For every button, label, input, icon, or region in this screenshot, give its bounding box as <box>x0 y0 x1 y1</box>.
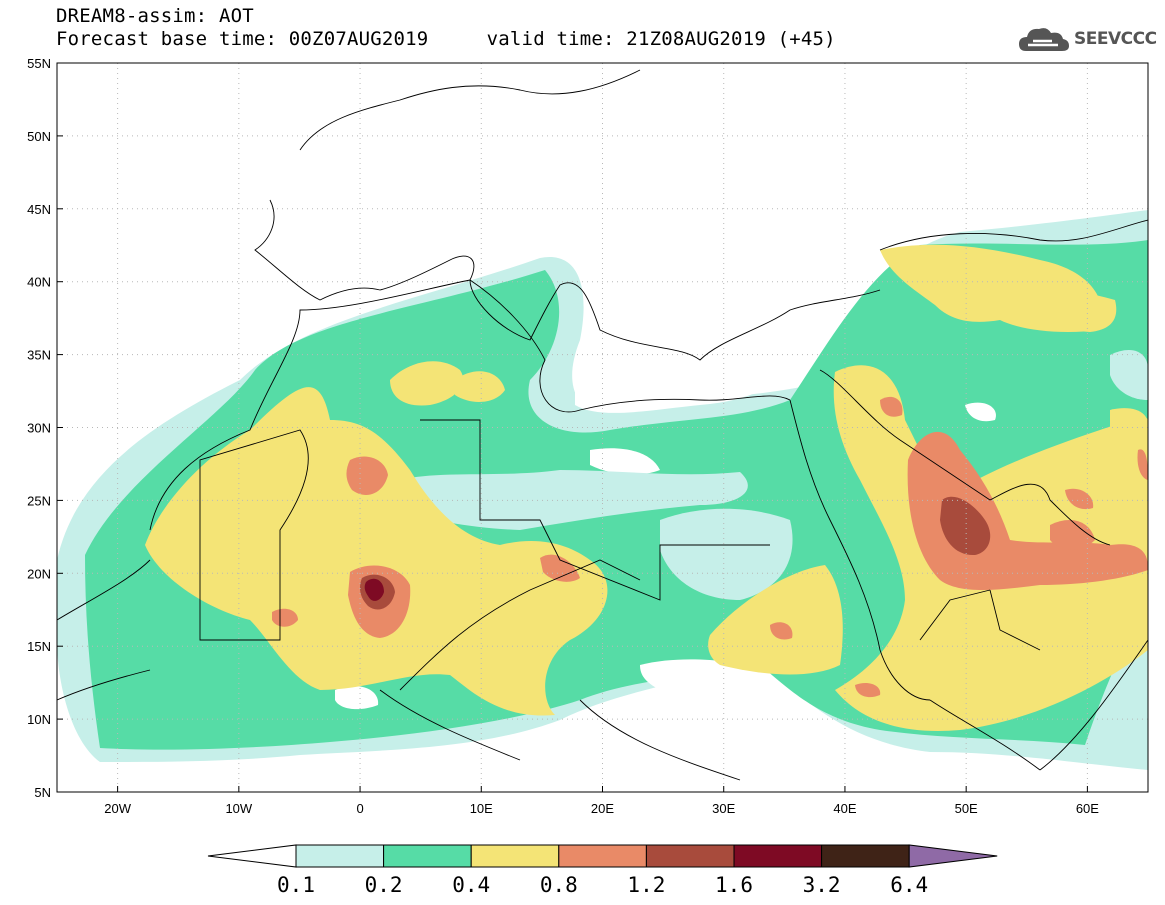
x-tick-label: 60E <box>1076 801 1099 816</box>
y-tick-label: 20N <box>27 566 51 581</box>
y-tick-label: 50N <box>27 129 51 144</box>
y-tick-label: 5N <box>34 785 51 800</box>
coastlines <box>57 69 1148 781</box>
colorbar-label: 6.4 <box>890 873 928 897</box>
seevccc-logo: SEEVCCC <box>1018 24 1157 54</box>
colorbar-label: 3.2 <box>803 873 841 897</box>
x-tick-label: 0 <box>356 801 363 816</box>
x-tick-label: 30E <box>712 801 735 816</box>
colorbar-label: 0.8 <box>540 873 578 897</box>
y-tick-label: 15N <box>27 639 51 654</box>
colorbar-segment <box>383 844 472 868</box>
colorbar-label: 0.4 <box>452 873 490 897</box>
x-tick-label: 50E <box>955 801 978 816</box>
colorbar-under-arrow <box>207 844 297 868</box>
y-axis: 5N 10N 15N 20N 25N 30N 35N 40N 45N 50N 55N <box>27 56 63 800</box>
colorbar-segment <box>295 844 385 868</box>
x-axis: 20W 10W 0 10E 20E 30E 40E 50E 60E <box>104 786 1099 816</box>
x-tick-label: 40E <box>833 801 856 816</box>
x-tick-label: 10E <box>470 801 493 816</box>
colorbar-label: 0.2 <box>365 873 403 897</box>
colorbar-segment <box>470 844 560 868</box>
y-tick-label: 35N <box>27 348 51 363</box>
aot-level-16 <box>364 578 384 601</box>
y-tick-label: 40N <box>27 275 51 290</box>
logo-text: SEEVCCC <box>1074 29 1157 49</box>
cloud-icon <box>1019 28 1069 51</box>
x-tick-label: 20W <box>104 801 131 816</box>
y-tick-label: 30N <box>27 421 51 436</box>
y-tick-label: 25N <box>27 493 51 508</box>
y-tick-label: 55N <box>27 56 51 71</box>
forecast-times: Forecast base time: 00Z07AUG2019 valid t… <box>56 28 836 50</box>
colorbar-segment <box>645 844 735 868</box>
colorbar-segment <box>733 844 823 868</box>
colorbar-segment <box>821 844 910 868</box>
y-tick-label: 10N <box>27 712 51 727</box>
chart-title: DREAM8-assim: AOT <box>56 5 254 27</box>
colorbar-label: 1.2 <box>627 873 665 897</box>
clear-areas <box>335 309 996 710</box>
colorbar-segment <box>558 844 647 868</box>
colorbar-label: 1.6 <box>715 873 753 897</box>
colorbar-over-arrow <box>908 844 998 868</box>
colorbar: 0.1 0.2 0.4 0.8 1.2 1.6 3.2 6.4 <box>207 844 998 897</box>
y-tick-label: 45N <box>27 202 51 217</box>
x-tick-label: 10W <box>225 801 252 816</box>
x-tick-label: 20E <box>591 801 614 816</box>
aot-level-01-inner <box>400 350 1148 600</box>
colorbar-label: 0.1 <box>277 873 315 897</box>
